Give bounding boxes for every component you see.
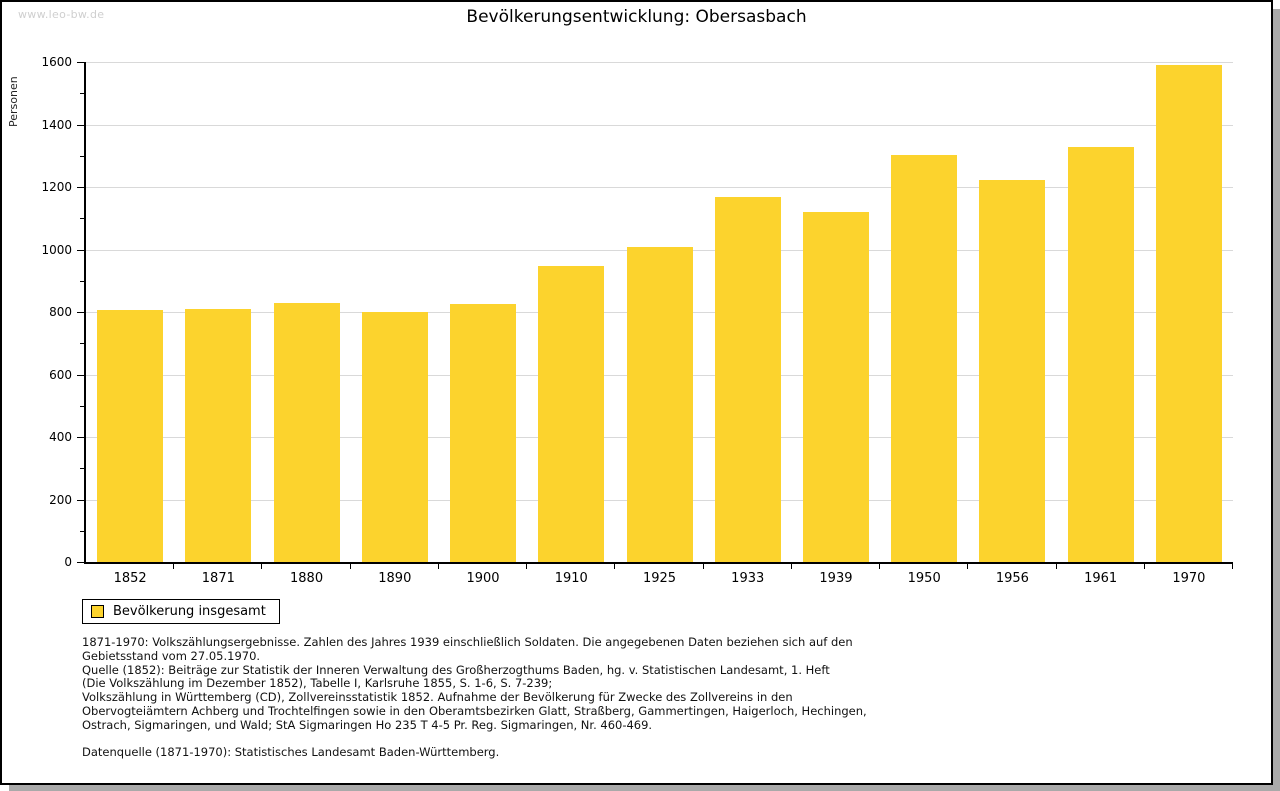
- y-tick-label: 600: [49, 367, 72, 382]
- x-axis-tick: [879, 564, 881, 569]
- footnote-line-4: (Die Volkszählung im Dezember 1852), Tab…: [82, 676, 553, 691]
- y-axis-tick: [77, 499, 84, 501]
- x-axis-tick: [1055, 564, 1057, 569]
- x-axis-tick: [526, 564, 528, 569]
- x-tick-label: 1880: [290, 571, 324, 586]
- footnote-line-6: Obervogteiämtern Achberg und Trochtelfin…: [82, 703, 867, 718]
- bar: [891, 155, 958, 562]
- bar: [273, 302, 340, 562]
- x-axis-tick: [1143, 564, 1145, 569]
- footnote-line-7: Ostrach, Sigmaringen, und Wald; StA Sigm…: [82, 717, 653, 732]
- x-tick-label: 1890: [378, 571, 412, 586]
- y-axis-minor-tick: [80, 405, 84, 407]
- footnote-line-5: Volkszählung in Württemberg (CD), Zollve…: [82, 690, 793, 705]
- x-axis-tick: [173, 564, 175, 569]
- x-tick-label: 1900: [466, 571, 500, 586]
- y-axis-tick: [77, 187, 84, 188]
- bar: [1155, 65, 1222, 562]
- y-tick-label: 0: [64, 555, 72, 569]
- legend-label: Bevölkerung insgesamt: [113, 604, 266, 619]
- y-axis-tick: [77, 437, 84, 438]
- footnote-line-8: Datenquelle (1871-1970): Statistisches L…: [82, 745, 500, 760]
- x-axis-tick: [1232, 564, 1233, 569]
- gridline: [86, 124, 1233, 126]
- y-tick-label: 200: [49, 492, 72, 507]
- x-tick-label: 1910: [554, 571, 588, 586]
- plot-area: 0 200 400 600 800 1000 1200 1400 1600 1852 1871 188…: [41, 55, 1233, 586]
- x-axis-tick: [967, 564, 969, 569]
- bar: [361, 312, 428, 562]
- watermark: www.leo-bw.de: [18, 8, 105, 21]
- y-tick-label: 400: [49, 430, 72, 444]
- x-tick-label: 1871: [201, 571, 235, 586]
- y-axis-tick: [77, 62, 84, 63]
- bar: [1067, 147, 1134, 562]
- x-tick-label: 1925: [642, 571, 677, 586]
- x-tick-label: 1939: [819, 571, 853, 586]
- bar: [626, 247, 693, 562]
- y-axis-tick: [77, 124, 84, 126]
- x-tick-label: 1933: [731, 571, 765, 586]
- y-tick-label: 1000: [41, 242, 72, 257]
- footnote-line-1: 1871-1970: Volkszählungsergebnisse. Zahl…: [82, 635, 853, 649]
- x-tick-label: 1970: [1172, 571, 1206, 586]
- gridline: [86, 62, 1233, 63]
- x-axis-tick: [614, 564, 616, 569]
- y-axis-tick: [77, 562, 84, 563]
- y-tick-label: 1600: [41, 55, 72, 69]
- bar: [185, 308, 252, 562]
- y-axis-minor-tick: [80, 530, 84, 532]
- y-axis-label: Personen: [7, 76, 20, 128]
- x-axis-tick: [437, 564, 439, 569]
- x-tick-label: 1852: [113, 571, 147, 586]
- x-tick-label: 1956: [995, 571, 1029, 586]
- legend: Bevölkerung insgesamt: [82, 599, 280, 624]
- bar: [538, 266, 605, 562]
- x-axis-tick: [702, 564, 704, 569]
- footnote-line-3: Quelle (1852): Beiträge zur Statistik de…: [82, 662, 830, 677]
- x-axis-tick: [349, 564, 351, 569]
- y-axis-minor-tick: [80, 343, 84, 345]
- bar: [714, 197, 781, 562]
- y-axis-minor-tick: [80, 280, 84, 282]
- x-tick-label: 1961: [1084, 571, 1118, 586]
- y-axis-minor-tick: [80, 468, 84, 470]
- y-axis-minor-tick: [80, 93, 84, 95]
- bar: [97, 310, 164, 562]
- footnote-line-2: Gebietsstand vom 27.05.1970.: [82, 648, 261, 663]
- bar: [450, 303, 517, 562]
- footnote-spacer: [82, 733, 867, 747]
- y-axis-minor-tick: [80, 155, 84, 157]
- x-axis-tick: [261, 564, 263, 569]
- y-axis-minor-tick: [80, 218, 84, 220]
- legend-swatch-icon: [91, 605, 104, 618]
- bar: [979, 180, 1046, 562]
- x-tick-label: 1950: [907, 571, 941, 586]
- y-axis-tick: [77, 249, 84, 251]
- y-axis-tick: [77, 374, 84, 376]
- y-tick-label: 1200: [41, 180, 72, 194]
- y-axis-tick: [77, 312, 84, 313]
- x-axis-tick: [790, 564, 792, 569]
- y-tick-label: 1400: [41, 117, 72, 132]
- footnotes: 1871-1970: Volkszählungsergebnisse. Zahl…: [82, 635, 867, 760]
- gridline: [86, 187, 1233, 188]
- bar: [802, 212, 869, 562]
- y-tick-label: 800: [49, 305, 72, 319]
- chart-title: Bevölkerungsentwicklung: Obersasbach: [466, 7, 807, 27]
